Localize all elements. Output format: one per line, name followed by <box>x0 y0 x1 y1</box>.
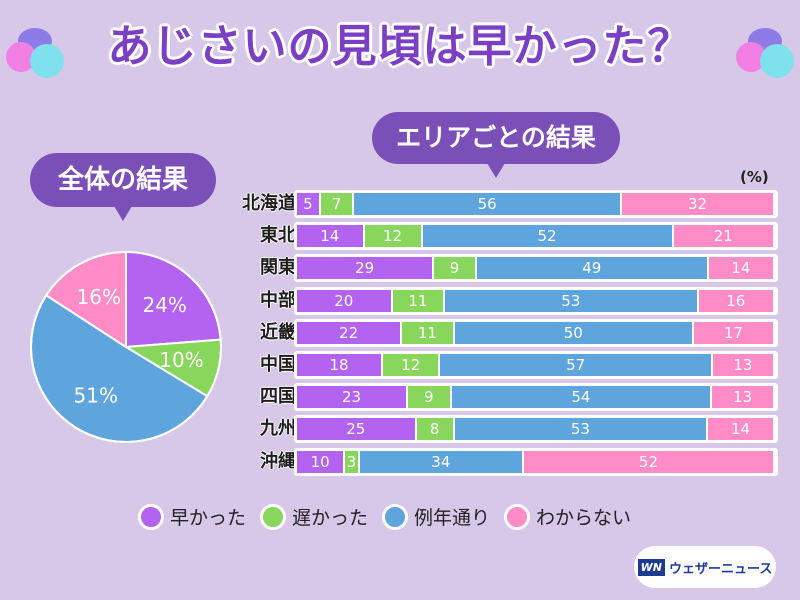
bar-segment-normal: 56 <box>354 193 621 215</box>
bar-segment-early: 25 <box>297 418 415 441</box>
bar-segment-early: 14 <box>297 225 363 248</box>
bar-segment-unknown: 16 <box>698 289 773 312</box>
pie-chart: 24% 10% 51% 16% <box>30 250 222 443</box>
pie-label-early: 24% <box>142 293 186 317</box>
bar-track: 23 9 54 13 <box>294 383 778 412</box>
row-label: 中国 <box>260 354 296 375</box>
row-label: 沖縄 <box>260 450 296 472</box>
bar-segment-late: 9 <box>434 257 475 280</box>
pie-label-late: 10% <box>159 348 203 372</box>
hydrangea-icon-right <box>734 28 796 80</box>
bar-segment-unknown: 14 <box>708 257 773 280</box>
bar-segment-normal: 49 <box>476 257 707 280</box>
bar-track: 25 8 53 14 <box>294 415 778 444</box>
legend-dot-icon <box>260 503 287 530</box>
bar-segment-late: 12 <box>364 225 421 248</box>
bar-segment-unknown: 13 <box>712 386 773 409</box>
bar-segment-early: 29 <box>297 257 433 280</box>
legend-label: 早かった <box>170 507 247 529</box>
legend-item-unknown: わからない <box>504 503 631 530</box>
bar-segment-normal: 53 <box>454 418 707 441</box>
bar-segment-early: 5 <box>297 193 319 215</box>
area-result-bubble: エリアごとの結果 <box>372 112 620 178</box>
bar-segment-early: 10 <box>297 450 344 473</box>
page-title: あじさいの見頃は早かった？ <box>107 21 693 72</box>
bar-segment-unknown: 17 <box>693 321 773 344</box>
legend-item-late: 遅かった <box>260 503 368 530</box>
pie-label-normal: 51% <box>74 383 118 407</box>
bar-track: 5 7 56 32 <box>294 190 778 218</box>
legend: 早かった 遅かった 例年通り わからない <box>138 503 631 530</box>
bar-segment-late: 3 <box>345 450 358 473</box>
bar-segment-late: 7 <box>320 193 353 215</box>
bar-track: 29 9 49 14 <box>294 254 778 283</box>
bar-segment-early: 18 <box>297 354 382 376</box>
legend-dot-icon <box>138 503 164 530</box>
bar-segment-unknown: 13 <box>712 354 773 376</box>
unit-label: (%) <box>740 168 769 186</box>
bar-segment-normal: 53 <box>445 289 697 312</box>
bar-segment-early: 20 <box>297 289 391 312</box>
bar-segment-normal: 52 <box>422 225 672 248</box>
row-label: 北海道 <box>242 193 296 214</box>
bar-segment-late: 9 <box>408 386 450 409</box>
bar-segment-early: 23 <box>297 386 407 409</box>
bar-segment-normal: 57 <box>440 354 711 376</box>
row-label: 中部 <box>260 289 296 311</box>
logo-text: ウェザーニュース <box>668 561 773 577</box>
logo-mark: WN <box>637 558 665 576</box>
bar-track: 20 11 53 16 <box>294 286 778 315</box>
bar-segment-late: 11 <box>402 321 453 344</box>
bar-track: 14 12 52 21 <box>294 222 778 251</box>
row-label: 四国 <box>260 386 296 408</box>
bar-segment-normal: 34 <box>359 450 522 473</box>
legend-label: 遅かった <box>292 507 369 529</box>
weathernews-logo: WN ウェザーニュース <box>634 546 776 588</box>
bar-segment-late: 12 <box>383 354 439 376</box>
row-label: 東北 <box>260 225 296 247</box>
pie-label-unknown: 16% <box>77 285 121 309</box>
legend-item-early: 早かった <box>138 503 246 530</box>
bar-segment-normal: 50 <box>454 321 692 344</box>
bar-segment-late: 11 <box>392 289 444 312</box>
hydrangea-icon-left <box>4 28 66 80</box>
bar-segment-unknown: 52 <box>523 450 773 473</box>
bar-track: 10 3 34 52 <box>294 447 778 476</box>
legend-label: 例年通り <box>414 507 491 529</box>
bar-segment-unknown: 21 <box>673 225 773 248</box>
overall-result-bubble: 全体の結果 <box>30 153 216 221</box>
bar-segment-normal: 54 <box>451 386 711 409</box>
bar-segment-early: 22 <box>297 321 401 344</box>
legend-item-normal: 例年通り <box>382 503 490 530</box>
legend-dot-icon <box>382 503 409 530</box>
row-label: 九州 <box>260 418 296 440</box>
row-label: 近畿 <box>260 321 296 343</box>
bar-track: 22 11 50 17 <box>294 318 778 347</box>
bar-segment-unknown: 32 <box>622 193 773 215</box>
row-label: 関東 <box>260 257 296 279</box>
bar-segment-unknown: 14 <box>708 418 773 441</box>
legend-dot-icon <box>504 503 531 530</box>
bar-segment-late: 8 <box>416 418 453 441</box>
bar-track: 18 12 57 13 <box>294 351 778 379</box>
legend-label: わからない <box>536 507 632 529</box>
pie-outline <box>30 251 222 443</box>
